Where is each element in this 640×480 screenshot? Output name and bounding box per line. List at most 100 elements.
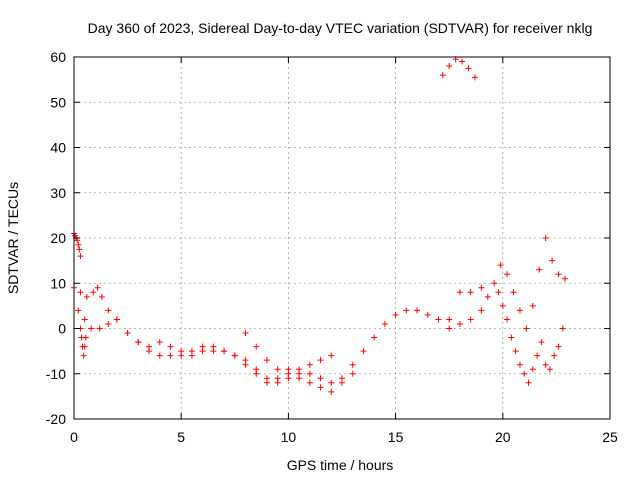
data-point: [435, 316, 442, 323]
y-tick-label: 20: [50, 230, 66, 246]
data-point: [456, 320, 463, 327]
data-point: [156, 352, 163, 359]
x-tick-label: 10: [281, 429, 297, 445]
data-point: [81, 316, 88, 323]
data-point: [76, 246, 83, 253]
data-point: [94, 284, 101, 291]
data-point: [504, 316, 511, 323]
data-point: [105, 320, 112, 327]
data-point: [542, 235, 549, 241]
data-point: [536, 266, 543, 273]
data-point: [459, 58, 466, 65]
series-late-isolated: [559, 325, 566, 332]
data-point: [83, 293, 90, 300]
data-point: [135, 339, 142, 346]
data-point: [263, 379, 270, 386]
data-point: [146, 348, 153, 355]
data-point: [478, 284, 485, 291]
data-point: [306, 361, 313, 368]
y-axis-label: SDTVAR / TECUs: [5, 182, 21, 294]
data-point: [75, 307, 82, 314]
data-point: [274, 366, 281, 373]
data-point: [497, 262, 504, 269]
series-early-spike: [71, 230, 84, 260]
data-point: [253, 343, 260, 350]
data-point: [555, 271, 562, 278]
ticks-layer: 0 5 10 15 20 25 -20 -10 0 10 20 30 40 50 60: [46, 49, 618, 445]
data-point: [478, 307, 485, 314]
x-tick-label: 5: [177, 429, 185, 445]
data-point: [82, 334, 89, 341]
data-point: [403, 307, 410, 314]
data-point: [77, 253, 84, 260]
data-point: [178, 352, 185, 359]
data-point: [88, 325, 95, 332]
data-point: [80, 352, 87, 359]
data-point: [75, 241, 82, 248]
data-point: [559, 325, 566, 332]
data-point: [504, 271, 511, 278]
data-point: [285, 375, 292, 382]
data-point: [221, 348, 228, 355]
data-point: [113, 316, 120, 323]
data-point: [296, 375, 303, 382]
y-tick-label: -20: [46, 411, 66, 427]
data-point: [439, 72, 446, 79]
data-point: [242, 361, 249, 368]
data-point: [508, 334, 515, 341]
chart-title: Day 360 of 2023, Sidereal Day-to-day VTE…: [88, 20, 593, 36]
data-point: [199, 348, 206, 355]
series-late-scatter: [495, 289, 562, 386]
data-point: [263, 357, 270, 364]
data-point: [542, 361, 549, 368]
data-point: [510, 289, 517, 296]
data-point: [534, 352, 541, 359]
data-point: [328, 379, 335, 386]
y-tick-label: 30: [50, 185, 66, 201]
data-point: [77, 289, 84, 296]
data-point: [167, 343, 174, 350]
series-evening-upper: [439, 56, 478, 81]
data-point: [381, 320, 388, 327]
data-point: [105, 307, 112, 314]
data-point: [516, 307, 523, 314]
data-point: [529, 366, 536, 373]
series-main-lower: [75, 307, 356, 395]
data-point: [465, 65, 472, 72]
y-tick-label: 60: [50, 49, 66, 65]
data-point: [285, 366, 292, 373]
data-point: [546, 366, 553, 373]
data-point: [424, 311, 431, 318]
data-point: [538, 339, 545, 346]
data-point: [156, 339, 163, 346]
data-point: [529, 302, 536, 309]
data-point: [317, 357, 324, 364]
data-point: [328, 352, 335, 359]
data-point: [124, 330, 131, 337]
data-point: [81, 343, 88, 350]
data-point: [551, 352, 558, 359]
data-point: [296, 366, 303, 373]
data-point: [495, 289, 502, 296]
data-point: [242, 330, 249, 337]
x-tick-label: 15: [388, 429, 404, 445]
data-point: [360, 348, 367, 355]
data-point: [499, 302, 506, 309]
data-point: [349, 370, 356, 377]
data-point: [414, 307, 421, 314]
data-point: [549, 257, 556, 264]
grid-layer: [74, 57, 610, 419]
data-point: [253, 370, 260, 377]
data-point: [371, 334, 378, 341]
data-point: [484, 293, 491, 300]
y-tick-label: 10: [50, 275, 66, 291]
data-point: [561, 275, 568, 282]
data-point: [471, 74, 478, 81]
data-point: [210, 348, 217, 355]
data-point: [446, 316, 453, 323]
data-point: [317, 384, 324, 391]
data-point: [456, 289, 463, 296]
series-late-rise: [446, 235, 568, 332]
x-tick-label: 25: [602, 429, 618, 445]
